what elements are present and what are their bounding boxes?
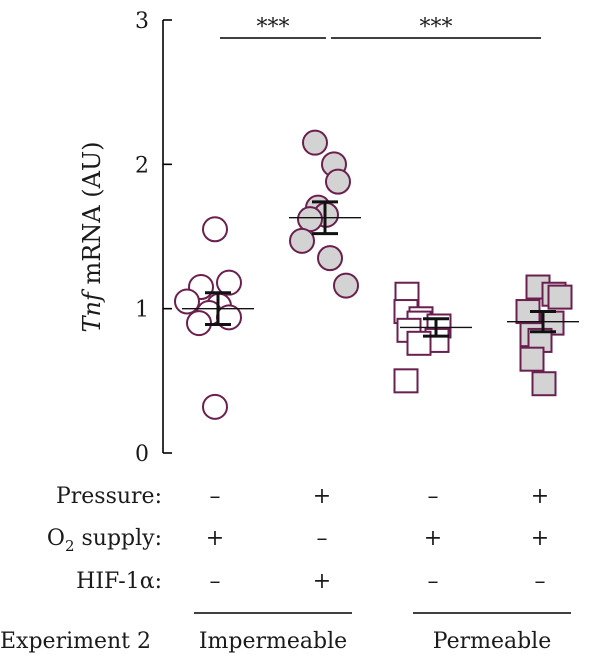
data-point xyxy=(531,371,557,397)
condition-row-label: HIF-1α: xyxy=(76,569,162,594)
data-point xyxy=(547,284,573,310)
condition-row-label: O2 supply: xyxy=(47,526,162,555)
condition-symbol: – xyxy=(428,569,439,594)
condition-table: Pressure: – + – + O2 supply: + – + + HIF-1α: – + – – Ex… xyxy=(0,484,571,654)
data-point xyxy=(393,368,419,394)
data-point xyxy=(333,272,359,299)
condition-symbol: – xyxy=(535,569,546,594)
condition-symbol: – xyxy=(210,569,221,594)
condition-symbol: + xyxy=(531,484,549,509)
data-point xyxy=(302,129,328,156)
y-tick-label: 3 xyxy=(135,9,149,34)
condition-symbol: + xyxy=(313,484,331,509)
condition-symbol: – xyxy=(428,484,439,509)
data-point xyxy=(174,288,200,315)
condition-symbol: – xyxy=(210,484,221,509)
significance-label: *** xyxy=(257,15,290,40)
data-point xyxy=(297,206,323,233)
significance-bars: *** *** xyxy=(220,15,541,40)
data-point xyxy=(216,269,242,296)
data-point xyxy=(325,168,351,195)
condition-row-label: Pressure: xyxy=(56,484,162,509)
experiment-label: Experiment 2 xyxy=(0,629,151,654)
y-axis-label: Tnf mRNA (AU) xyxy=(78,141,106,332)
condition-symbol: + xyxy=(531,526,549,551)
group-label: Impermeable xyxy=(199,629,347,654)
y-tick-label: 0 xyxy=(135,442,149,467)
y-tick-label: 2 xyxy=(135,153,149,178)
y-axis: 0 1 2 3 Tnf mRNA (AU) xyxy=(78,9,172,467)
data-point xyxy=(202,393,228,420)
condition-symbol: + xyxy=(313,569,331,594)
data-point xyxy=(519,346,545,372)
condition-symbol: – xyxy=(317,526,328,551)
group-label: Permeable xyxy=(433,629,552,654)
data-point xyxy=(289,227,315,254)
condition-symbol: + xyxy=(206,526,224,551)
y-tick-label: 1 xyxy=(135,298,149,323)
data-point xyxy=(317,245,343,272)
data-points xyxy=(174,129,573,420)
mean-sem-bars xyxy=(182,200,579,338)
condition-symbol: + xyxy=(424,526,442,551)
significance-label: *** xyxy=(420,15,453,40)
data-point xyxy=(202,216,228,243)
